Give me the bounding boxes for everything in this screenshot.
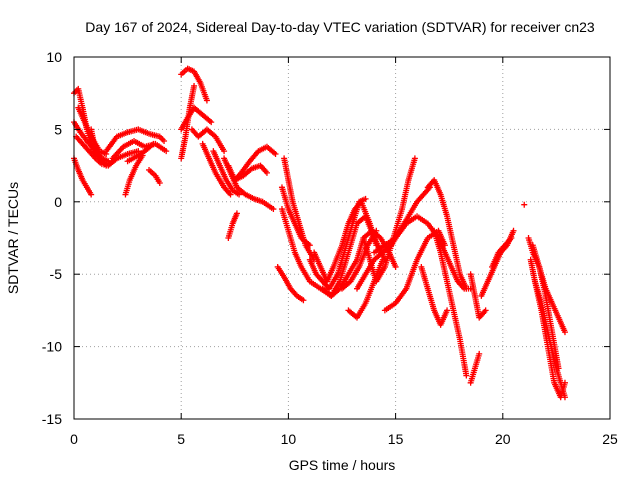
x-axis-label: GPS time / hours [289,457,396,473]
data-point [561,329,568,336]
data-point [156,179,163,186]
data-point [555,365,562,372]
data-point [159,136,166,143]
y-axis-label: SDTVAR / TECUs [5,182,21,294]
data-point [444,307,451,314]
x-tick-label: 20 [495,431,511,447]
data-point [362,195,369,202]
y-tick-label: 5 [54,121,62,137]
data-point [476,350,483,357]
x-tick-label: 25 [602,431,618,447]
x-tick-label: 0 [70,431,78,447]
data-point [227,191,234,198]
y-axis: 10 5 0 -5 -10 -15 [42,49,610,427]
data-point [221,148,228,155]
x-axis: 0 5 10 15 20 25 [70,57,618,447]
data-point [191,82,198,89]
data-point [482,307,489,314]
plot-frame [73,56,611,420]
x-tick-label: 10 [281,431,297,447]
data-point [203,97,210,104]
data-point [72,88,79,95]
y-tick-label: -5 [50,266,63,282]
data-point [163,148,170,155]
data-point [508,235,515,241]
data-point [208,119,215,126]
data-point [270,206,277,213]
chart-title: Day 167 of 2024, Sidereal Day-to-day VTE… [85,19,595,35]
x-tick-label: 5 [177,431,185,447]
data-point [161,137,168,144]
data-point [392,263,399,270]
y-tick-label: 10 [46,49,62,65]
data-point [463,372,470,379]
y-tick-label: 0 [54,194,62,210]
data-point [236,191,243,198]
data-point [233,210,240,217]
data-point [263,169,270,176]
data-point [306,242,313,249]
data-points [71,65,568,401]
data-point [373,227,380,234]
data-point [150,140,157,147]
data-point [521,201,528,208]
data-point [379,256,386,263]
y-tick-label: -10 [42,339,62,355]
data-point [300,297,307,304]
data-point [510,227,517,234]
data-point [411,155,418,162]
y-tick-label: -15 [42,411,62,427]
data-point [272,151,279,158]
x-tick-label: 15 [388,431,404,447]
data-point [561,379,568,386]
data-point [88,191,95,198]
